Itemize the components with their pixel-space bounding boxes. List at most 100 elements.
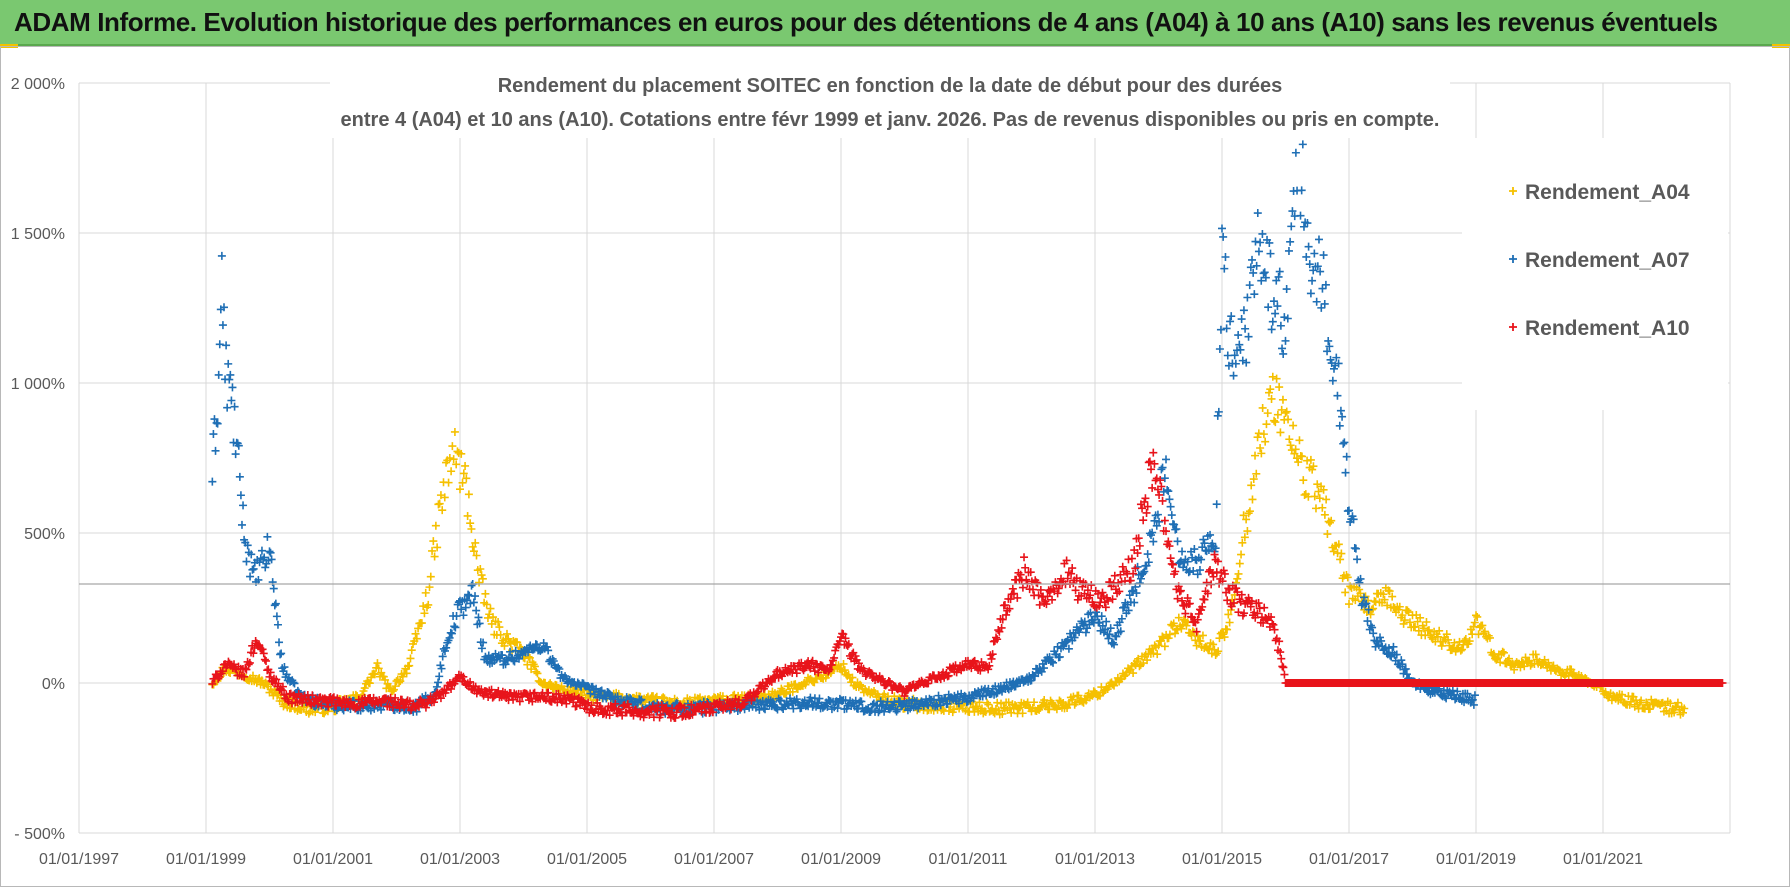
data-point bbox=[1164, 487, 1173, 496]
data-point bbox=[1499, 648, 1508, 657]
data-point bbox=[1234, 608, 1243, 617]
data-point bbox=[1337, 549, 1346, 558]
data-point bbox=[1269, 297, 1278, 306]
data-point bbox=[469, 547, 478, 556]
data-point bbox=[1327, 516, 1336, 525]
data-point bbox=[1351, 544, 1360, 553]
data-point bbox=[1251, 237, 1260, 246]
data-point bbox=[1200, 595, 1209, 604]
data-point bbox=[1349, 515, 1358, 524]
data-point bbox=[278, 682, 287, 691]
data-point bbox=[1177, 624, 1186, 633]
data-point bbox=[472, 606, 481, 615]
data-point bbox=[1268, 317, 1277, 326]
data-point bbox=[1493, 654, 1502, 663]
data-point bbox=[1376, 633, 1384, 642]
data-point bbox=[445, 633, 454, 642]
data-point bbox=[249, 564, 258, 573]
data-point bbox=[1267, 325, 1276, 334]
data-point bbox=[987, 654, 996, 663]
data-point bbox=[513, 638, 522, 647]
data-point bbox=[1095, 601, 1104, 610]
data-point bbox=[1271, 309, 1280, 318]
data-point bbox=[1144, 558, 1153, 567]
data-point bbox=[1070, 633, 1079, 642]
data-point bbox=[1626, 697, 1635, 706]
data-point bbox=[430, 698, 439, 707]
data-point bbox=[1411, 622, 1420, 631]
data-point bbox=[1248, 255, 1257, 264]
data-point bbox=[445, 454, 454, 463]
data-point bbox=[605, 711, 614, 720]
data-point bbox=[1241, 324, 1250, 333]
title-banner: ADAM Informe. Evolution historique des p… bbox=[0, 0, 1790, 46]
data-point bbox=[1135, 579, 1144, 588]
data-point bbox=[1153, 510, 1162, 519]
data-point bbox=[1718, 679, 1727, 687]
data-point bbox=[1360, 593, 1369, 602]
data-point bbox=[875, 706, 884, 715]
data-point bbox=[262, 656, 271, 665]
data-point bbox=[289, 678, 298, 687]
data-point bbox=[1435, 626, 1444, 635]
data-point bbox=[792, 695, 801, 704]
data-point bbox=[498, 651, 507, 660]
data-point bbox=[1414, 626, 1423, 635]
data-point bbox=[532, 640, 541, 649]
data-point bbox=[458, 478, 467, 487]
data-point bbox=[656, 710, 665, 719]
data-point bbox=[421, 703, 430, 712]
data-point bbox=[1271, 418, 1280, 427]
data-point bbox=[266, 668, 275, 677]
data-point bbox=[1157, 465, 1166, 474]
data-point bbox=[797, 703, 806, 712]
data-point bbox=[1195, 566, 1204, 575]
x-tick-label: 01/01/2017 bbox=[1309, 851, 1389, 868]
data-point bbox=[1328, 376, 1337, 385]
data-point bbox=[1190, 545, 1199, 554]
data-point bbox=[1169, 619, 1178, 628]
data-point bbox=[1507, 661, 1516, 670]
data-point bbox=[1105, 630, 1114, 639]
data-point bbox=[414, 624, 423, 633]
data-point bbox=[1325, 518, 1334, 527]
data-point bbox=[451, 623, 460, 632]
data-point bbox=[1149, 537, 1158, 546]
data-point bbox=[1304, 242, 1313, 251]
data-point bbox=[1291, 445, 1300, 454]
data-point bbox=[370, 670, 379, 679]
data-point bbox=[1071, 698, 1080, 707]
data-point bbox=[1218, 224, 1226, 233]
data-point bbox=[1140, 497, 1149, 506]
data-point bbox=[1053, 589, 1062, 598]
data-point bbox=[586, 689, 595, 698]
data-point bbox=[450, 427, 459, 436]
data-point bbox=[266, 548, 275, 557]
data-point bbox=[1246, 263, 1255, 272]
data-point bbox=[1216, 325, 1225, 334]
data-point bbox=[1045, 705, 1054, 714]
legend-box bbox=[1462, 138, 1728, 410]
data-point bbox=[272, 612, 281, 621]
data-point bbox=[1198, 602, 1207, 611]
data-point bbox=[1269, 620, 1278, 629]
data-point bbox=[1448, 686, 1457, 695]
data-point bbox=[440, 493, 449, 502]
data-point bbox=[277, 686, 286, 695]
data-point bbox=[1670, 708, 1679, 717]
data-point bbox=[469, 598, 478, 607]
data-point bbox=[624, 703, 633, 712]
data-point bbox=[626, 694, 635, 703]
data-point bbox=[426, 572, 435, 581]
data-point bbox=[1143, 656, 1152, 665]
data-point bbox=[1389, 642, 1398, 651]
data-point bbox=[1233, 574, 1242, 583]
data-point bbox=[639, 713, 648, 722]
data-point bbox=[1335, 421, 1344, 430]
data-point bbox=[374, 664, 383, 673]
series-Rendement_A10 bbox=[208, 448, 1727, 722]
data-point bbox=[998, 615, 1007, 624]
data-point bbox=[273, 620, 282, 629]
data-point bbox=[1227, 312, 1236, 321]
data-point bbox=[280, 663, 289, 672]
